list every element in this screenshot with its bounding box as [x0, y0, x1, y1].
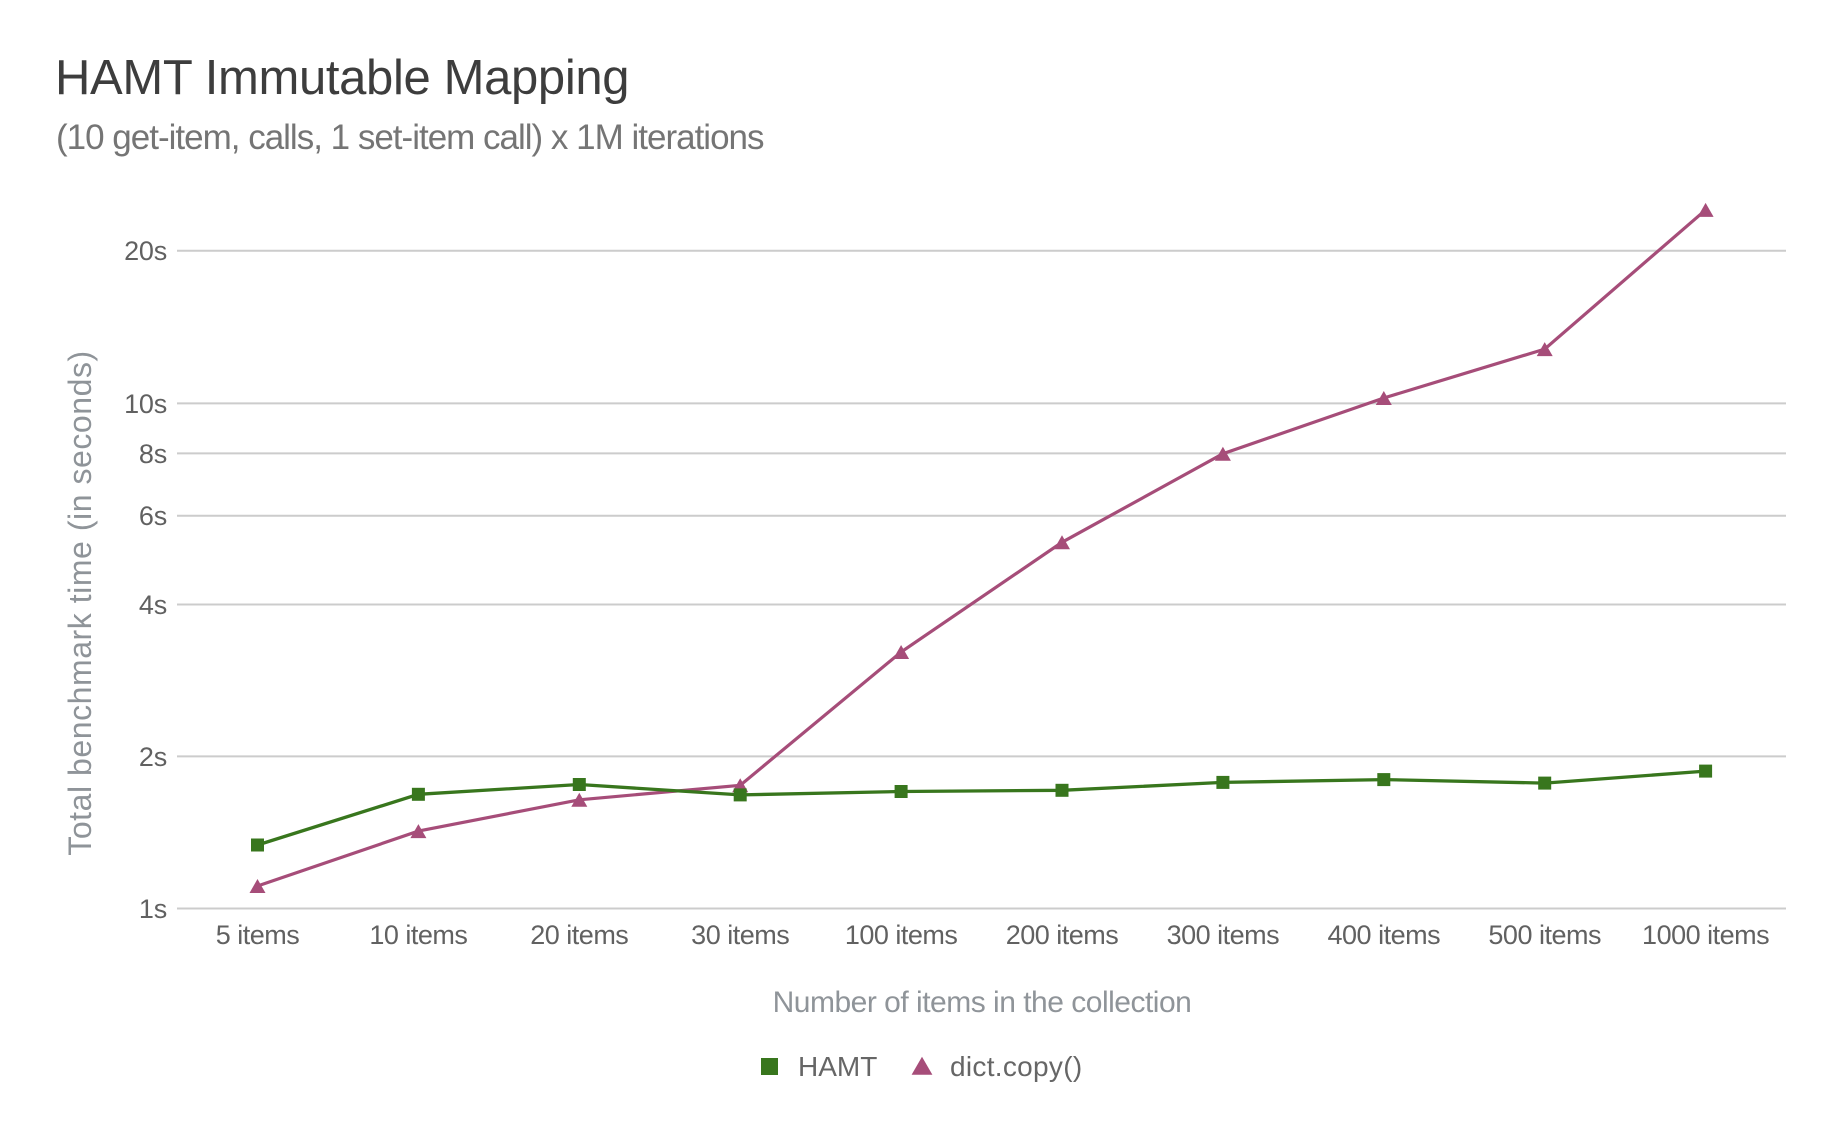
svg-text:dict.copy(): dict.copy() [950, 1051, 1082, 1082]
svg-text:(10 get-item, calls, 1 set-ite: (10 get-item, calls, 1 set-item call) x … [56, 118, 764, 157]
svg-text:6s: 6s [139, 501, 167, 531]
svg-text:20 items: 20 items [530, 920, 628, 950]
svg-text:Total benchmark time (in secon: Total benchmark time (in seconds) [62, 350, 98, 855]
svg-text:500 items: 500 items [1488, 920, 1601, 950]
svg-text:HAMT: HAMT [798, 1051, 877, 1082]
svg-text:30 items: 30 items [691, 920, 789, 950]
svg-text:1000 items: 1000 items [1642, 920, 1769, 950]
svg-text:100 items: 100 items [845, 920, 958, 950]
svg-text:10s: 10s [124, 389, 167, 419]
svg-text:8s: 8s [139, 439, 167, 469]
svg-text:5 items: 5 items [216, 920, 300, 950]
svg-text:1s: 1s [139, 894, 167, 924]
svg-text:HAMT Immutable Mapping: HAMT Immutable Mapping [55, 51, 629, 105]
svg-text:10 items: 10 items [369, 920, 467, 950]
svg-text:300 items: 300 items [1167, 920, 1280, 950]
svg-text:4s: 4s [139, 590, 167, 620]
svg-text:Number of items in the collect: Number of items in the collection [773, 986, 1192, 1019]
svg-text:20s: 20s [124, 236, 167, 266]
svg-text:200 items: 200 items [1006, 920, 1119, 950]
svg-text:2s: 2s [139, 742, 167, 772]
svg-text:400 items: 400 items [1328, 920, 1441, 950]
